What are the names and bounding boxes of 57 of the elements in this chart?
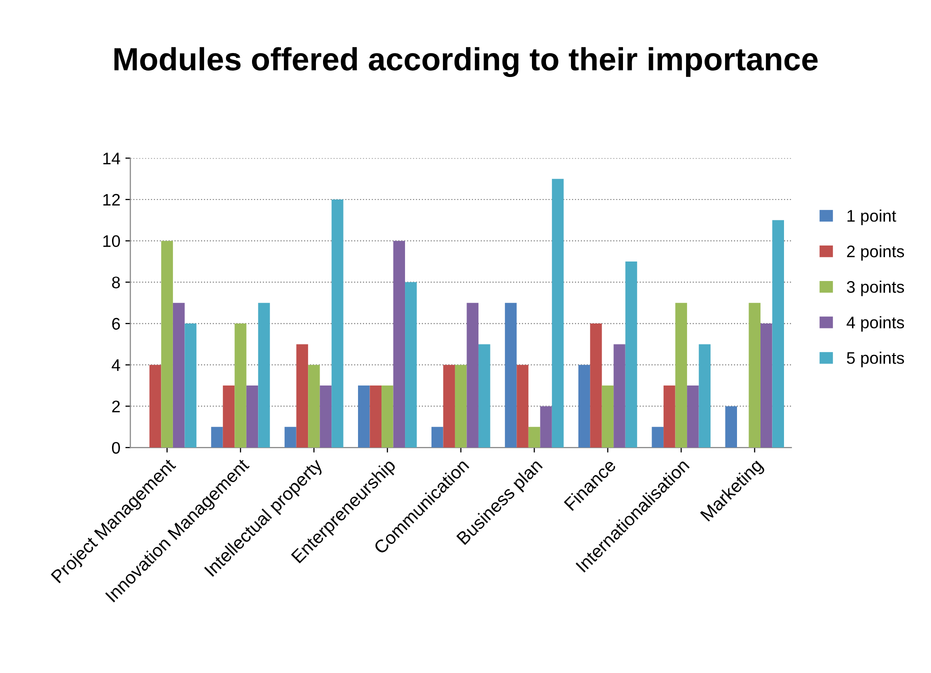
bar: [431, 426, 444, 448]
bar: [687, 386, 699, 448]
bar: [602, 386, 614, 448]
bar: [528, 426, 540, 448]
bar: [725, 406, 737, 448]
bar: [772, 220, 784, 448]
bar: [443, 364, 455, 448]
bar: [760, 324, 772, 448]
bar: [675, 302, 688, 448]
y-tick-label: 2: [112, 400, 120, 412]
bar: [552, 178, 564, 448]
bar: [234, 324, 246, 448]
bar: [540, 406, 552, 448]
bar: [358, 386, 370, 448]
bar: [664, 386, 676, 448]
bar: [149, 364, 162, 448]
y-tick-label: 14: [103, 152, 120, 164]
bar: [478, 344, 490, 448]
bar: [516, 364, 528, 448]
y-tick-label: 12: [103, 194, 120, 206]
legend-label: 4 points: [846, 316, 904, 332]
legend-label: 1 point: [848, 210, 896, 226]
bar: [211, 426, 223, 448]
bar: [184, 324, 196, 448]
bar: [320, 386, 332, 448]
bar: [625, 262, 638, 448]
bar: [405, 282, 417, 448]
y-tick-label: 0: [112, 442, 120, 454]
bar: [308, 364, 320, 448]
bar: [258, 302, 270, 448]
chart-title: Modules offered according to their importance: [114, 47, 818, 78]
bar: [578, 364, 590, 448]
bar: [504, 302, 517, 448]
y-tick-label: 4: [112, 359, 120, 371]
bar: [284, 426, 296, 448]
bar: [454, 364, 467, 448]
y-tick-label: 8: [112, 276, 120, 288]
bar: [161, 240, 173, 448]
bar: [614, 344, 626, 448]
bar: [332, 199, 344, 448]
bar: [222, 386, 235, 448]
bar: [698, 344, 711, 448]
bar: [652, 426, 664, 448]
y-tick-label: 6: [112, 318, 120, 330]
bar: [466, 302, 478, 448]
bar: [370, 386, 382, 448]
bar: [172, 302, 185, 448]
legend-label: 5 points: [846, 352, 904, 368]
bar: [393, 240, 406, 448]
bar: [246, 386, 258, 448]
bar: [590, 324, 602, 448]
legend-label: 3 points: [846, 280, 904, 296]
legend-label: 2 points: [847, 245, 904, 261]
bar: [748, 302, 761, 448]
y-tick-label: 10: [103, 235, 120, 248]
bar: [296, 344, 308, 448]
bar: [382, 386, 394, 448]
